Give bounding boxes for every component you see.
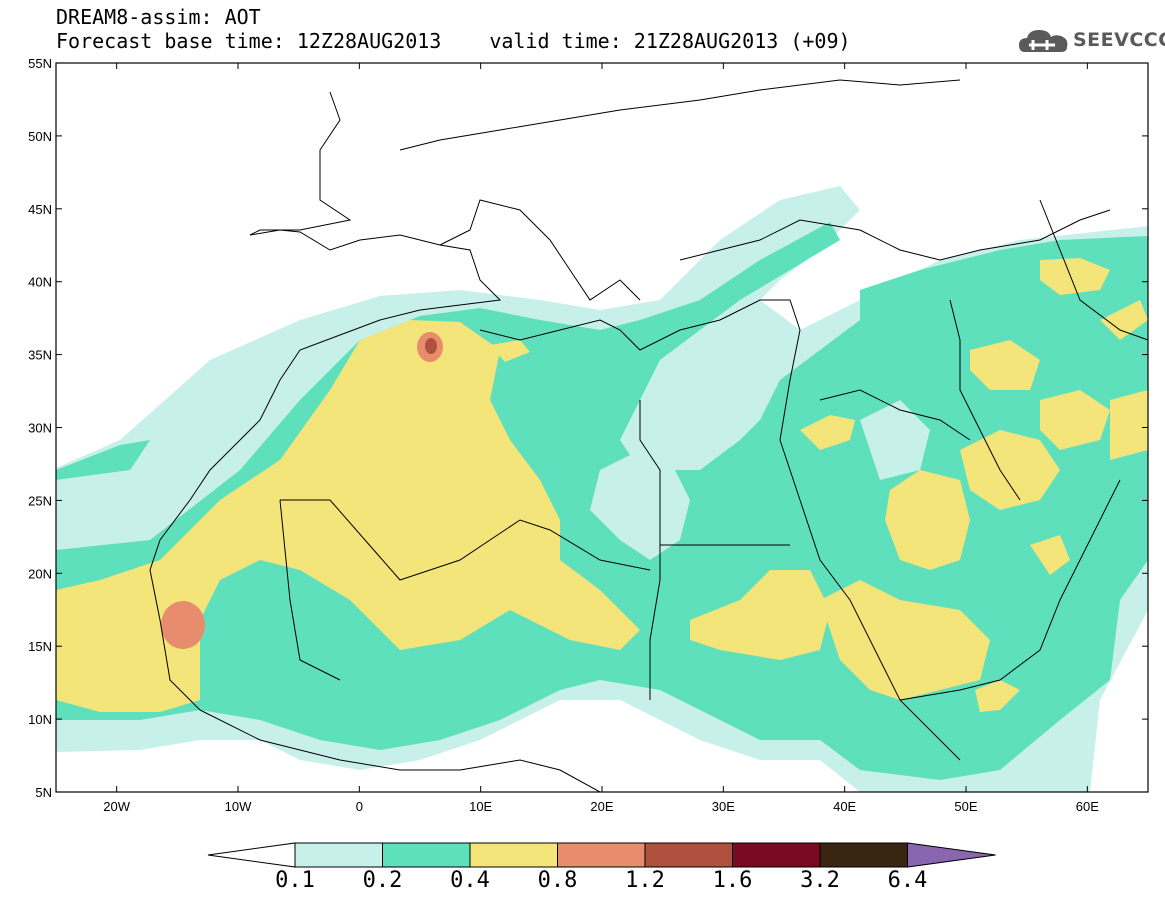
- colorbar-over-triangle: [907, 842, 996, 868]
- colorbar-segment: [294, 842, 383, 868]
- lat-label: 15N: [28, 639, 52, 654]
- latitude-axis: 55N 50N 45N 40N 35N 30N 25N 20N 15N 10N 5N: [28, 56, 1148, 800]
- lat-label: 50N: [28, 129, 52, 144]
- valid-time-label: valid time: 21Z28AUG2013 (+09): [489, 29, 851, 53]
- lat-label: 35N: [28, 348, 52, 363]
- colorbar-label: 1.6: [712, 868, 753, 893]
- lat-label: 30N: [28, 421, 52, 436]
- colorbar-under-triangle: [207, 842, 296, 868]
- colorbar-segment: [557, 842, 646, 868]
- colorbar-label: 6.4: [887, 868, 928, 893]
- colorbar-label: 0.2: [362, 868, 403, 893]
- lon-label: 40E: [833, 799, 856, 814]
- lon-label: 20W: [103, 799, 130, 814]
- lat-label: 5N: [35, 785, 52, 800]
- aot-high-spots: [161, 332, 443, 649]
- map-title: DREAM8-assim: AOT: [56, 5, 261, 29]
- colorbar-segment: [382, 842, 471, 868]
- lat-label: 40N: [28, 275, 52, 290]
- colorbar-segment: [819, 842, 908, 868]
- lon-label: 30E: [712, 799, 735, 814]
- lon-label: 20E: [590, 799, 613, 814]
- lat-label: 45N: [28, 202, 52, 217]
- seevccc-logo: SEEVCCC: [1017, 22, 1165, 60]
- colorbar-segment: [469, 842, 558, 868]
- lon-label: 50E: [954, 799, 977, 814]
- colorbar-label: 0.8: [537, 868, 578, 893]
- colorbar-label: 0.4: [450, 868, 490, 893]
- aot-pockets-0.1-0.2: [590, 300, 930, 560]
- colorbar-segment: [732, 842, 821, 868]
- logo-text: SEEVCCC: [1073, 29, 1165, 51]
- longitude-axis: 20W 10W 0 10E 20E 30E 40E 50E 60E: [103, 63, 1099, 814]
- time-line: Forecast base time: 12Z28AUG2013 valid ti…: [56, 30, 851, 52]
- colorbar: [207, 842, 996, 868]
- lat-label: 25N: [28, 493, 52, 508]
- lat-label: 10N: [28, 712, 52, 727]
- colorbar-segment: [644, 842, 733, 868]
- cloud-icon: [1019, 30, 1068, 52]
- lat-label: 20N: [28, 566, 52, 581]
- lon-label: 10E: [469, 799, 492, 814]
- coastlines: [149, 79, 1148, 792]
- base-time-label: Forecast base time: 12Z28AUG2013: [56, 29, 442, 53]
- lon-label: 10W: [225, 799, 252, 814]
- lat-label: 55N: [28, 56, 52, 71]
- colorbar-label: 3.2: [800, 868, 840, 893]
- lon-label: 0: [356, 799, 363, 814]
- colorbar-label: 0.1: [275, 868, 315, 893]
- colorbar-label: 1.2: [625, 868, 665, 893]
- lon-label: 60E: [1076, 799, 1099, 814]
